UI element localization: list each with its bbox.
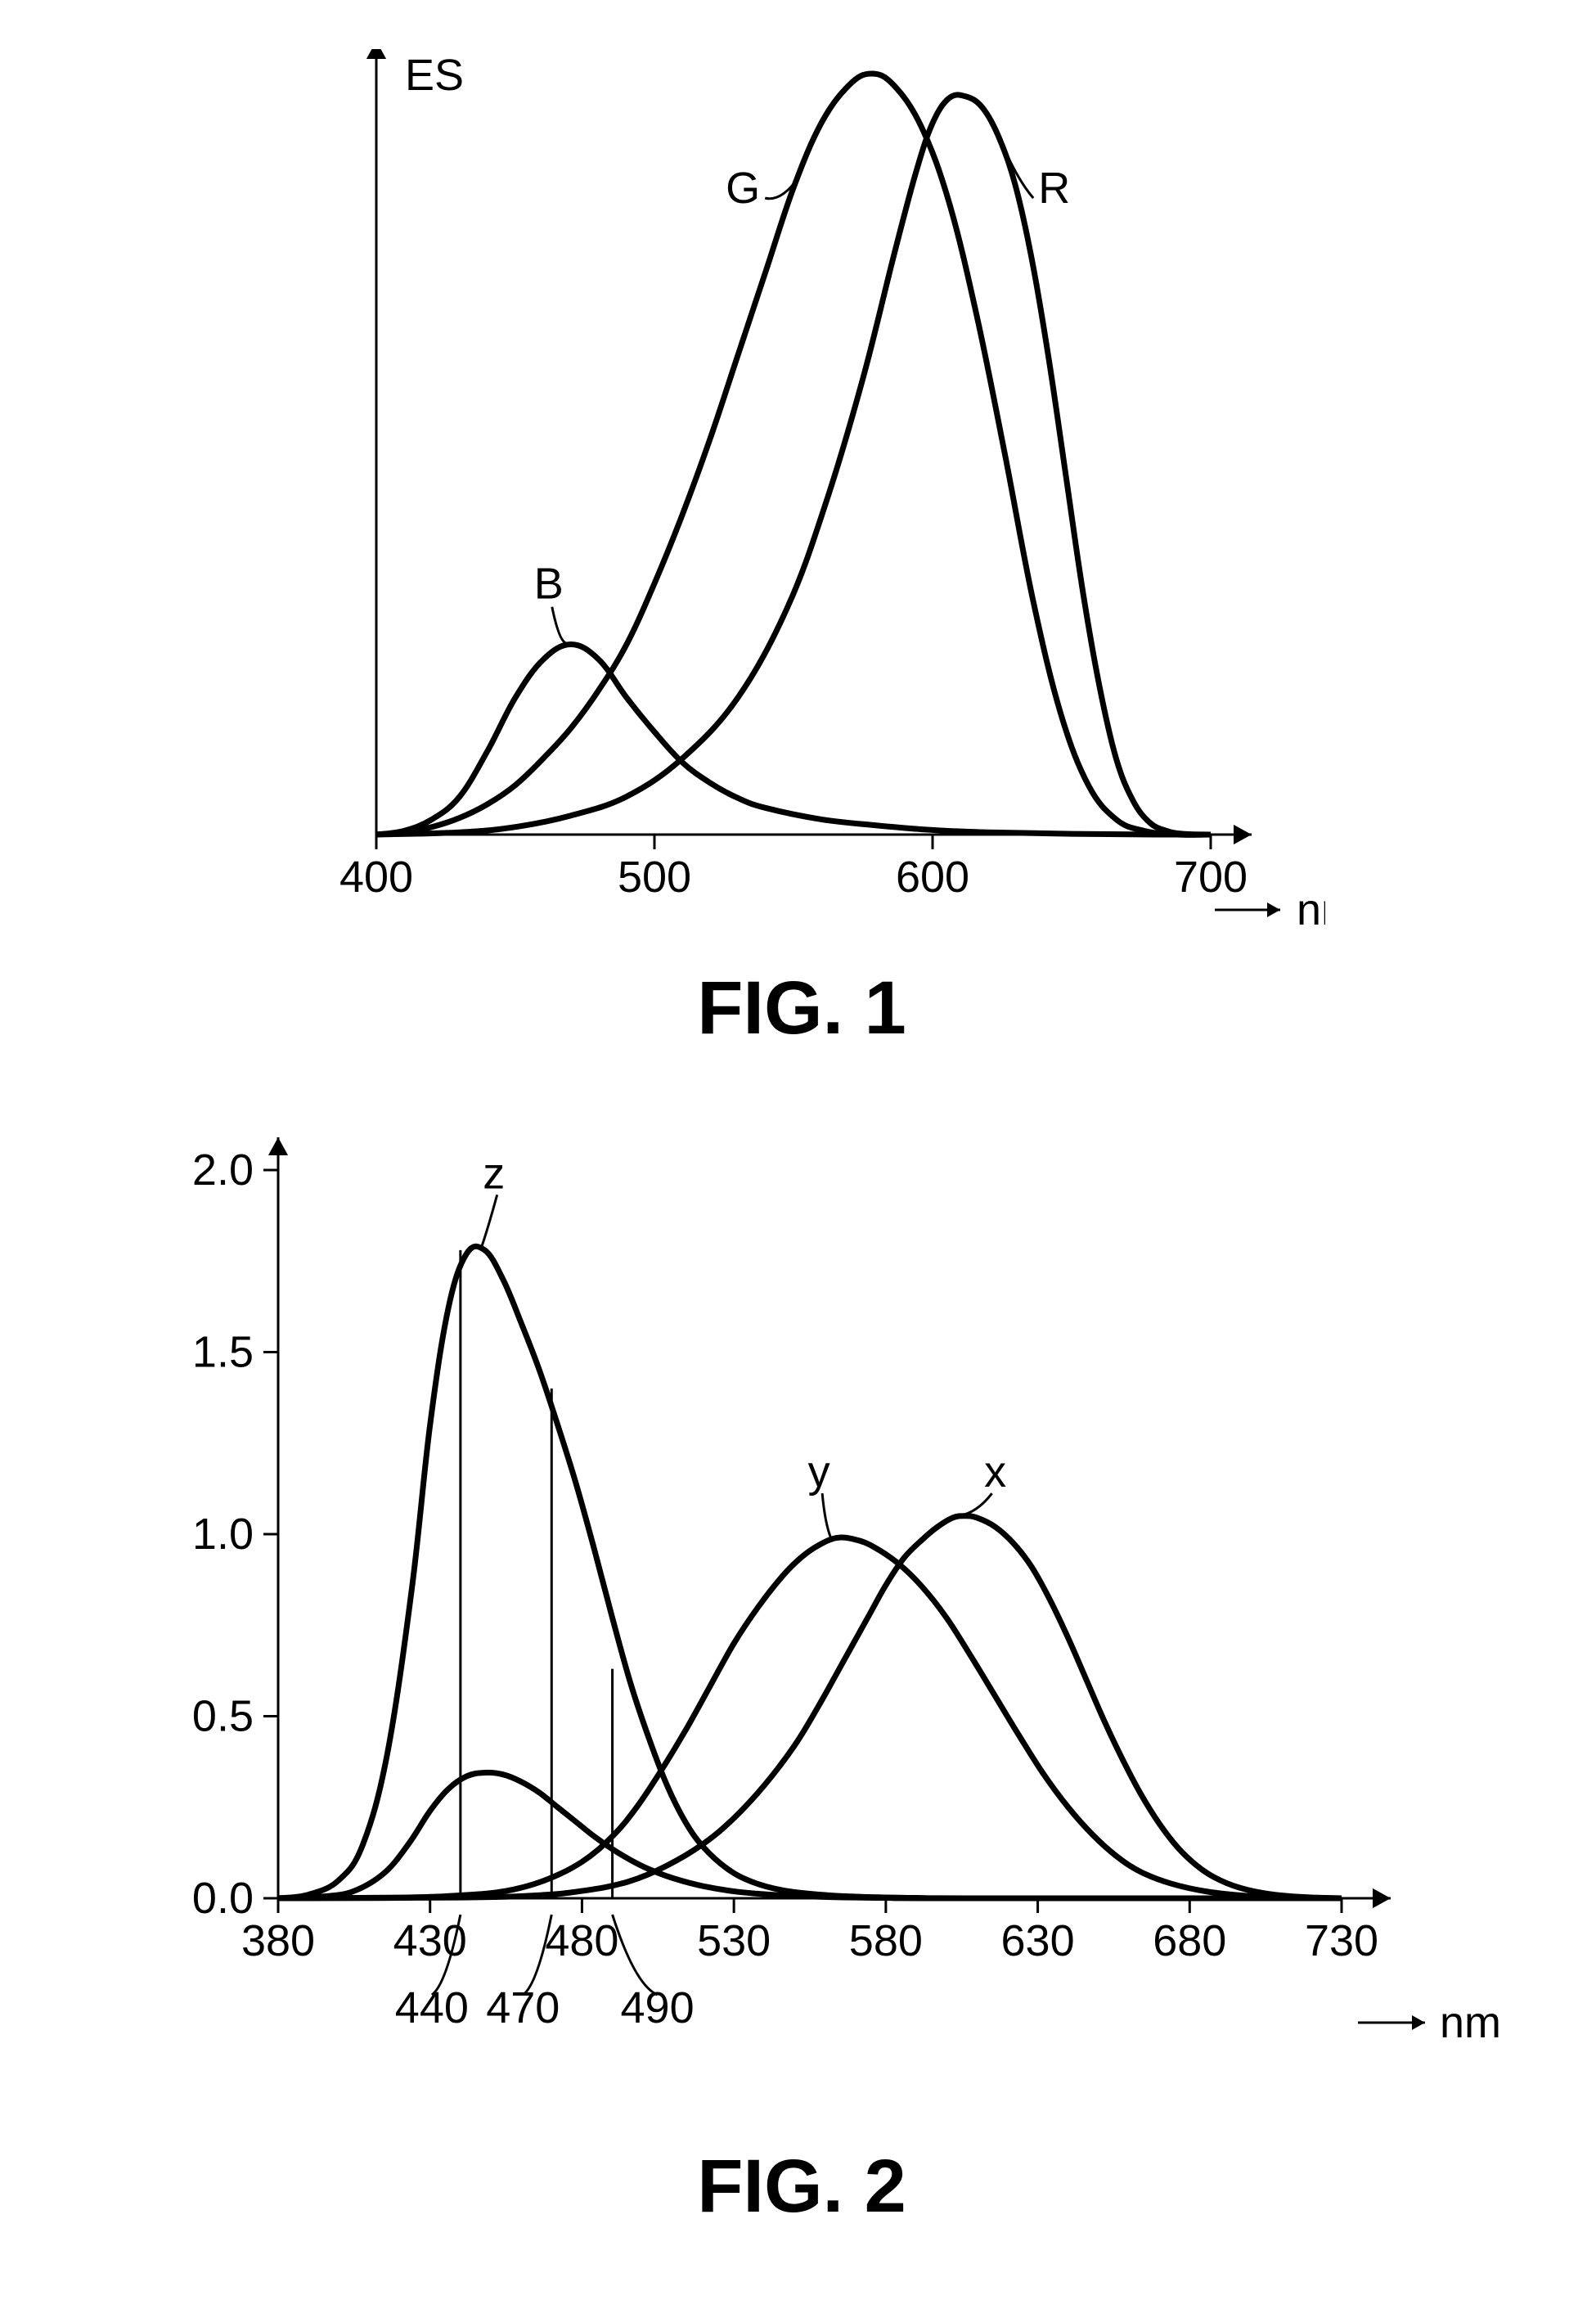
fig2-caption: FIG. 2 bbox=[98, 2144, 1505, 2230]
svg-text:R: R bbox=[1038, 164, 1070, 213]
fig1-chart: 400 500 600 700 ES nm B G R bbox=[278, 49, 1325, 965]
svg-text:440: 440 bbox=[395, 1983, 469, 2032]
svg-text:700: 700 bbox=[1174, 853, 1248, 902]
fig2-container: 3804304805305806306807300.00.51.01.52.04… bbox=[98, 1137, 1505, 2275]
svg-text:500: 500 bbox=[618, 853, 691, 902]
svg-text:0.5: 0.5 bbox=[192, 1692, 254, 1741]
page: 400500600700ESnmBGR FIG. 1 3804304805305… bbox=[0, 0, 1596, 2309]
svg-text:G: G bbox=[726, 164, 760, 213]
svg-text:380: 380 bbox=[241, 1916, 315, 1965]
svg-text:0.0: 0.0 bbox=[192, 1874, 254, 1923]
fig1-caption: FIG. 1 bbox=[278, 965, 1325, 1051]
svg-text:680: 680 bbox=[1153, 1916, 1226, 1965]
svg-text:1.0: 1.0 bbox=[192, 1510, 254, 1559]
svg-text:2.0: 2.0 bbox=[192, 1145, 254, 1195]
fig2-chart: 3804304805305806306807300.00.51.01.52.04… bbox=[98, 1137, 1505, 2136]
fig1-curve-B bbox=[376, 645, 1211, 835]
fig1-container: 400 500 600 700 ES nm B G R FIG. 1 bbox=[278, 49, 1325, 1080]
fig2-curve-zb bbox=[278, 1772, 1342, 1898]
svg-text:730: 730 bbox=[1305, 1916, 1378, 1965]
svg-text:470: 470 bbox=[486, 1983, 560, 2032]
svg-text:nm: nm bbox=[1440, 1998, 1501, 2047]
svg-text:490: 490 bbox=[621, 1983, 695, 2032]
svg-text:600: 600 bbox=[896, 853, 969, 902]
svg-text:B: B bbox=[534, 560, 564, 609]
svg-text:z: z bbox=[483, 1149, 505, 1198]
svg-text:400: 400 bbox=[339, 853, 413, 902]
svg-text:580: 580 bbox=[849, 1916, 923, 1965]
svg-text:1.5: 1.5 bbox=[192, 1328, 254, 1377]
fig2-curve-x bbox=[278, 1516, 1342, 1898]
svg-text:630: 630 bbox=[1001, 1916, 1075, 1965]
svg-text:nm: nm bbox=[1297, 885, 1325, 934]
svg-text:ES: ES bbox=[405, 51, 464, 100]
svg-text:x: x bbox=[984, 1447, 1006, 1497]
svg-text:530: 530 bbox=[697, 1916, 771, 1965]
svg-text:y: y bbox=[808, 1447, 830, 1497]
svg-text:480: 480 bbox=[545, 1916, 618, 1965]
